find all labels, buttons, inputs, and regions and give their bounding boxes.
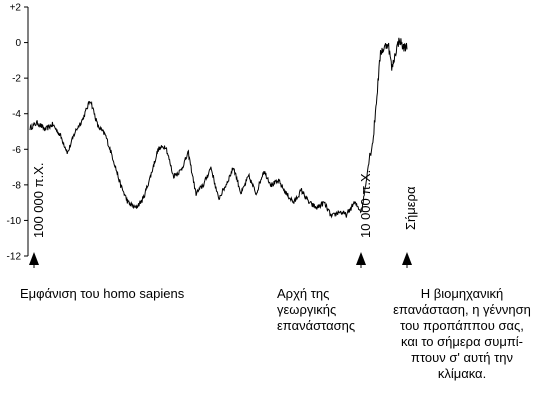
y-tick-label: -10 [7,216,22,227]
series-line [29,37,408,219]
marker-10000bc: 10 000 π.Χ. [356,170,373,268]
marker-100000bc: 100 000 π.Χ. [29,163,46,268]
y-tick-label: -6 [12,145,21,156]
y-tick-label: -4 [12,109,21,120]
temperature-chart: +2 0 -2 -4 -6 -8 -10 -12 100 000 π.Χ. 10 000 π.… [7,3,418,268]
y-tick-label: -2 [12,74,21,85]
marker-today: Σήμερα [402,186,418,268]
marker-label-today: Σήμερα [403,186,418,230]
x-markers: 100 000 π.Χ. 10 000 π.Χ. Σήμερα [29,163,418,268]
y-tick-label: -12 [7,252,22,263]
marker-label-100000bc: 100 000 π.Χ. [31,163,46,238]
y-axis-ticks: +2 0 -2 -4 -6 -8 -10 -12 [7,3,28,263]
y-tick-label: 0 [15,38,21,49]
annotation-agricultural-revolution: Αρχή της γεωργικής επανάστασης [277,286,356,333]
y-tick-label: -8 [12,180,21,191]
arrow-up-icon [29,252,39,265]
annotation-industrial-revolution: Η βιομηχανική επανάσταση, η γέννηση του … [393,286,531,381]
arrow-up-icon [402,252,412,265]
annotation-homo-sapiens: Εμφάνιση του homo sapiens [20,286,185,301]
y-tick-label: +2 [10,3,22,14]
arrow-up-icon [356,252,366,265]
marker-label-10000bc: 10 000 π.Χ. [358,170,373,238]
